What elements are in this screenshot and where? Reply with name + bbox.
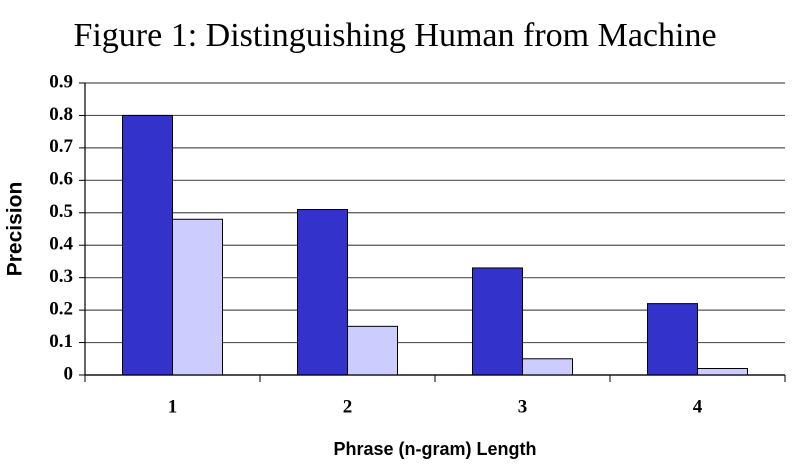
y-tick-label: 0.7 (49, 136, 73, 157)
x-tick-label: 2 (343, 396, 353, 417)
y-tick-label: 0 (64, 363, 74, 384)
y-tick-label: 0.3 (49, 266, 73, 287)
y-tick-label: 0.1 (49, 331, 73, 352)
x-tick-label: 1 (168, 396, 178, 417)
x-tick-label: 3 (518, 396, 528, 417)
bar (647, 303, 698, 376)
bar (172, 218, 223, 376)
bar (297, 209, 348, 376)
chart-title: Figure 1: Distinguishing Human from Mach… (73, 17, 716, 54)
y-tick-label: 0.4 (49, 234, 73, 255)
bar (347, 325, 398, 376)
y-tick-label: 0.6 (49, 169, 73, 190)
bar (472, 267, 523, 376)
bar (122, 114, 173, 376)
y-tick-label: 0.5 (49, 201, 73, 222)
bar (697, 368, 748, 376)
y-tick-label: 0.9 (49, 71, 73, 92)
y-axis-label: Precision (4, 182, 27, 277)
x-tick-label: 4 (693, 396, 703, 417)
y-tick-label: 0.8 (49, 104, 73, 125)
bar (522, 358, 573, 376)
x-axis-label: Phrase (n-gram) Length (333, 439, 536, 459)
y-tick-label: 0.2 (49, 298, 73, 319)
